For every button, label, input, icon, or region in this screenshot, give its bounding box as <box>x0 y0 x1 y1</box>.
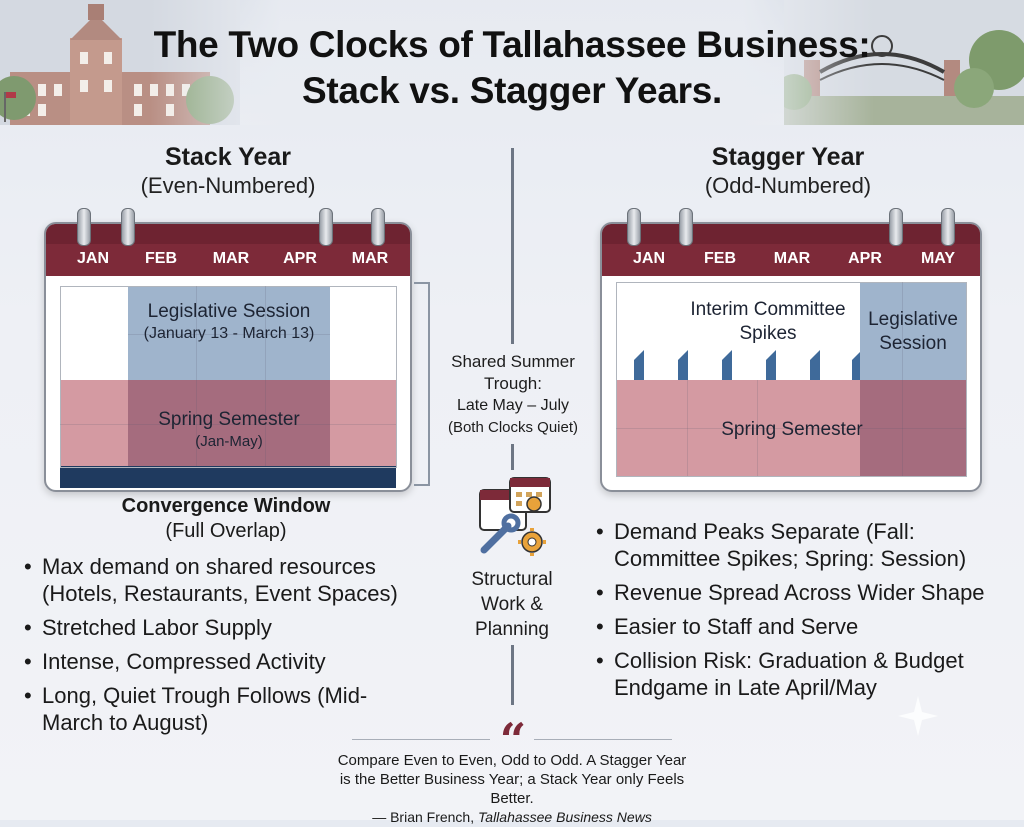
title-line-1: The Two Clocks of Tallahassee Business: <box>153 24 871 65</box>
list-item: Easier to Staff and Serve <box>596 613 1016 640</box>
quote-rule-left <box>352 739 490 740</box>
legislative-session-block <box>860 282 966 380</box>
pull-quote: Compare Even to Even, Odd to Odd. A Stag… <box>262 751 762 827</box>
stagger-year-bullets: Demand Peaks Separate (Fall: Committee S… <box>596 518 1016 708</box>
trough-dates: Late May – July <box>456 397 570 414</box>
stagger-year-heading: Stagger Year (Odd-Numbered) <box>608 142 968 200</box>
trough-title: Shared Summer Trough: <box>451 352 575 393</box>
trough-note: (Both Clocks Quiet) <box>447 419 579 436</box>
convergence-bar <box>60 466 396 488</box>
month-label: APR <box>848 250 882 267</box>
stack-year-heading: Stack Year (Even-Numbered) <box>48 142 408 200</box>
legislative-session-block <box>128 286 330 380</box>
stagger-year-subtitle: (Odd-Numbered) <box>704 173 872 198</box>
stagger-year-title: Stagger Year <box>711 143 865 171</box>
interim-committee-label: Interim Committee Spikes <box>690 299 846 344</box>
calendar-header <box>602 224 980 276</box>
list-item: Revenue Spread Across Wider Shape <box>596 579 1016 606</box>
binder-ring <box>371 208 385 246</box>
summer-trough-label: Shared Summer Trough: Late May – July (B… <box>430 351 596 439</box>
quote-mark-icon: “ <box>499 713 527 767</box>
binder-ring <box>941 208 955 246</box>
stack-year-calendar: JAN FEB MAR APR MAR Legislative Session … <box>44 222 412 492</box>
semester-label: Spring Semester <box>158 409 300 430</box>
list-item: Collision Risk: Graduation & Budget Endg… <box>596 647 1016 701</box>
session-label: Legislative Session <box>147 301 311 322</box>
month-label: JAN <box>76 250 109 267</box>
calendar-wrench-gear-icon <box>479 477 551 556</box>
calendar-header <box>46 224 410 276</box>
header-banner <box>0 0 1024 125</box>
quote-text: Compare Even to Even, Odd to Odd. A Stag… <box>337 752 687 807</box>
session-label: Legislative Session <box>868 309 958 354</box>
month-label: MAR <box>351 250 389 267</box>
list-item: Intense, Compressed Activity <box>24 648 424 675</box>
calendar-grid-frame <box>616 282 967 477</box>
quote-source: Tallahassee Business News <box>478 809 652 825</box>
title-line-2: Stack vs. Stagger Years. <box>302 70 722 111</box>
binder-ring <box>679 208 693 246</box>
quote-author: — Brian French, <box>372 809 479 825</box>
session-dates: (January 13 - March 13) <box>143 325 315 342</box>
banner-fade <box>150 0 874 125</box>
stack-year-bullets: Max demand on shared resources (Hotels, … <box>24 553 424 743</box>
binder-ring <box>77 208 91 246</box>
semester-label: Spring Semester <box>721 419 863 440</box>
stack-year-title: Stack Year <box>164 143 292 171</box>
calendar-grid-frame <box>60 286 397 468</box>
overlap-region <box>860 380 966 476</box>
month-label: APR <box>283 250 317 267</box>
semester-dates: (Jan-May) <box>195 433 263 450</box>
sparkle-icon <box>898 696 938 736</box>
binder-ring <box>121 208 135 246</box>
quote-rule-right <box>534 739 672 740</box>
list-item: Stretched Labor Supply <box>24 614 424 641</box>
binder-ring <box>889 208 903 246</box>
semester-text: Spring Semester (Jan-May) <box>128 408 330 451</box>
session-text: Legislative Session (January 13 - March … <box>128 300 330 344</box>
convergence-window-heading: Convergence Window (Full Overlap) <box>80 494 372 544</box>
convergence-subtitle: (Full Overlap) <box>165 520 287 542</box>
main-title: The Two Clocks of Tallahassee Business: … <box>0 22 1024 114</box>
committee-spikes <box>634 350 860 380</box>
overlap-bracket <box>414 282 430 486</box>
month-label: FEB <box>704 250 736 267</box>
center-divider-top <box>511 148 514 344</box>
month-label: JAN <box>632 250 665 267</box>
stagger-year-calendar: JAN FEB MAR APR MAY Interim Committee Sp… <box>600 222 982 492</box>
binder-ring <box>319 208 333 246</box>
stack-year-subtitle: (Even-Numbered) <box>140 173 316 198</box>
binder-ring <box>627 208 641 246</box>
convergence-title: Convergence Window <box>121 495 331 517</box>
overlap-region <box>128 380 330 466</box>
month-label: MAR <box>773 250 811 267</box>
center-divider-mid <box>511 444 514 470</box>
list-item: Long, Quiet Trough Follows (Mid-March to… <box>24 682 424 736</box>
list-item: Max demand on shared resources (Hotels, … <box>24 553 424 607</box>
center-divider-bottom <box>511 645 514 705</box>
month-label: MAY <box>920 250 956 267</box>
structural-planning-label: Structural Work & Planning <box>471 569 553 640</box>
month-label: FEB <box>145 250 177 267</box>
month-label: MAR <box>212 250 250 267</box>
quote-attribution: — Brian French, Tallahassee Business New… <box>262 808 762 827</box>
list-item: Demand Peaks Separate (Fall: Committee S… <box>596 518 1016 572</box>
